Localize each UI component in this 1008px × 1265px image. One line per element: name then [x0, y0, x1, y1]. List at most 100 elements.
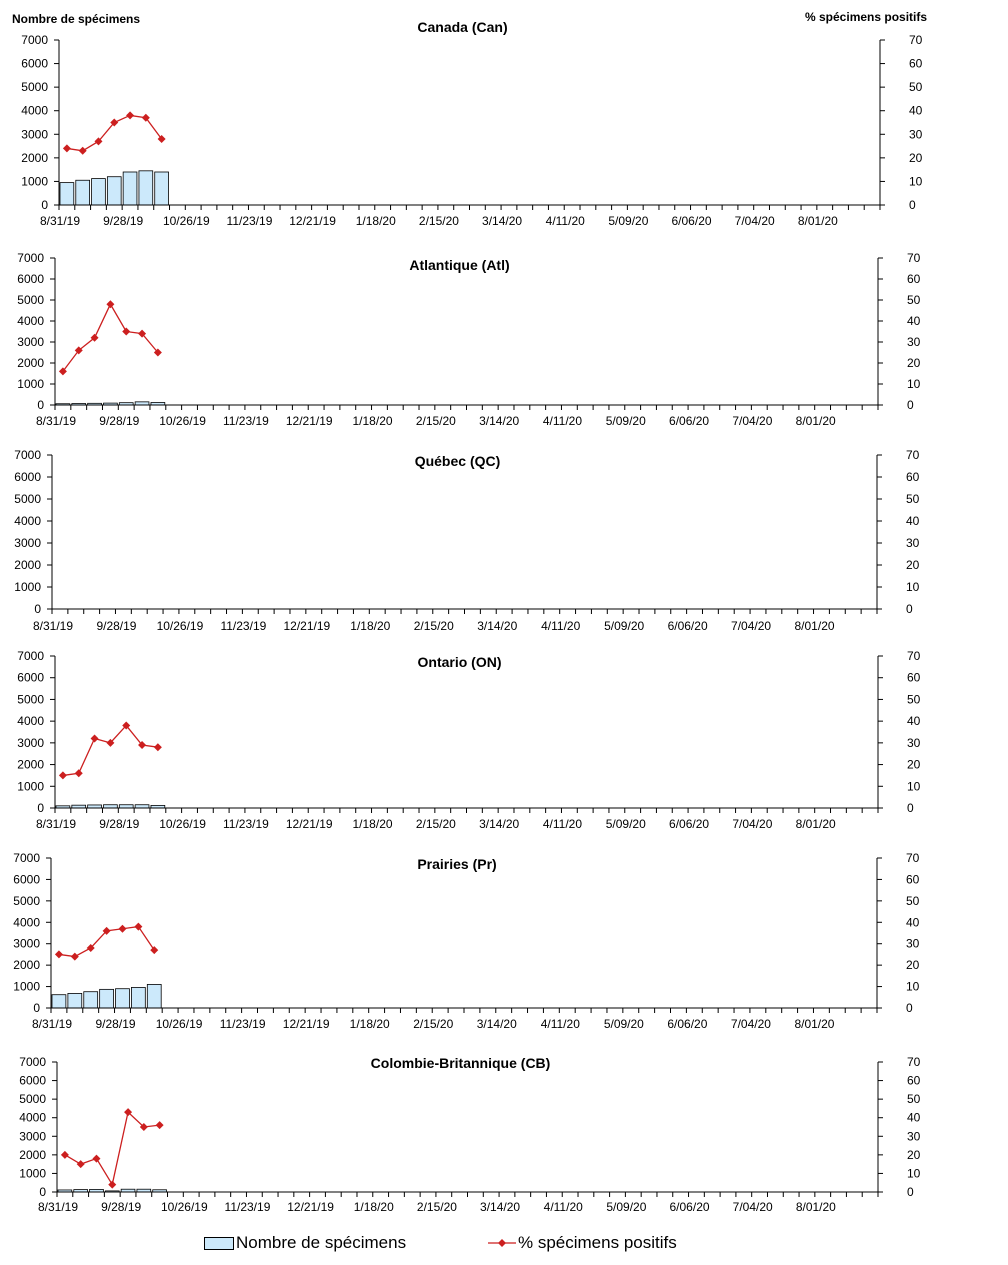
ytick-left-label-4-2: 2000: [13, 958, 40, 972]
ytick-left-label-4-1: 1000: [13, 980, 40, 994]
xtick-label-0-11: 7/04/20: [735, 214, 775, 228]
xtick-label-4-1: 9/28/19: [96, 1017, 136, 1031]
ytick-left-label-0-2: 2000: [21, 151, 48, 165]
xtick-label-5-2: 10/26/19: [161, 1200, 208, 1214]
xtick-label-3-6: 2/15/20: [416, 817, 456, 831]
xtick-label-4-5: 1/18/20: [350, 1017, 390, 1031]
xtick-label-5-11: 7/04/20: [733, 1200, 773, 1214]
ytick-right-label-3-2: 20: [907, 758, 921, 772]
xtick-label-5-4: 12/21/19: [287, 1200, 334, 1214]
bar-4-1: [67, 993, 83, 1009]
ytick-right-label-2-2: 20: [906, 558, 920, 572]
pct-point-5-1: [76, 1160, 85, 1169]
pct-point-4-5: [134, 922, 143, 931]
ytick-right-label-5-4: 40: [907, 1111, 921, 1125]
pct-point-5-6: [155, 1121, 164, 1130]
ytick-right-label-3-1: 10: [907, 779, 921, 793]
pct-point-1-1: [74, 346, 83, 355]
pct-point-4-2: [86, 944, 95, 952]
xtick-label-0-7: 3/14/20: [482, 214, 522, 228]
xtick-label-1-7: 3/14/20: [479, 414, 519, 428]
xtick-label-4-0: 8/31/19: [32, 1017, 72, 1031]
pct-point-1-0: [58, 367, 67, 376]
pct-point-1-6: [153, 348, 162, 357]
ytick-right-label-1-4: 40: [907, 314, 921, 328]
xtick-label-3-7: 3/14/20: [479, 817, 519, 831]
xtick-label-1-8: 4/11/20: [543, 414, 582, 428]
ytick-right-label-4-5: 50: [906, 894, 920, 908]
ytick-left-label-5-6: 6000: [19, 1074, 46, 1088]
xtick-label-2-9: 5/09/20: [604, 619, 644, 633]
ytick-left-label-0-1: 1000: [21, 174, 48, 188]
xtick-label-5-12: 8/01/20: [796, 1200, 836, 1214]
ytick-left-label-5-0: 0: [39, 1185, 46, 1199]
pct-point-3-0: [58, 771, 67, 780]
xtick-label-0-4: 12/21/19: [289, 214, 336, 228]
ytick-right-label-0-6: 60: [909, 57, 923, 71]
ytick-right-label-3-0: 0: [907, 801, 914, 815]
ytick-left-label-3-6: 6000: [17, 671, 44, 685]
pct-point-0-6: [157, 135, 166, 143]
ytick-left-label-5-4: 4000: [19, 1111, 46, 1125]
pct-point-1-5: [138, 329, 147, 338]
xtick-label-1-6: 2/15/20: [416, 414, 456, 428]
xtick-label-4-4: 12/21/19: [283, 1017, 330, 1031]
xtick-label-0-8: 4/11/20: [546, 214, 585, 228]
ytick-right-label-1-7: 70: [907, 251, 921, 265]
ytick-left-label-3-2: 2000: [17, 758, 44, 772]
ytick-right-label-4-2: 20: [906, 958, 920, 972]
ytick-right-label-1-1: 10: [907, 377, 921, 391]
pct-point-3-1: [74, 769, 83, 778]
pct-point-5-5: [139, 1123, 148, 1131]
xtick-label-0-5: 1/18/20: [356, 214, 396, 228]
ytick-right-label-0-0: 0: [909, 198, 916, 212]
ytick-right-label-4-3: 30: [906, 937, 920, 951]
pct-point-0-1: [78, 146, 87, 155]
ytick-left-label-3-4: 4000: [17, 714, 44, 728]
ytick-right-label-5-1: 10: [907, 1166, 921, 1180]
xtick-label-3-8: 4/11/20: [543, 817, 582, 831]
ytick-right-label-5-0: 0: [907, 1185, 914, 1199]
ytick-right-label-4-7: 70: [906, 851, 920, 865]
xtick-label-1-5: 1/18/20: [353, 414, 393, 428]
xtick-label-0-3: 11/23/19: [227, 214, 273, 228]
ytick-left-label-1-5: 5000: [17, 293, 44, 307]
ytick-right-label-0-4: 40: [909, 104, 923, 118]
xtick-label-4-6: 2/15/20: [413, 1017, 453, 1031]
pct-point-0-2: [94, 137, 103, 146]
legend-line-marker: [488, 1239, 516, 1247]
xtick-label-4-3: 11/23/19: [220, 1017, 266, 1031]
xtick-label-5-10: 6/06/20: [670, 1200, 710, 1214]
ytick-left-label-2-2: 2000: [14, 558, 41, 572]
left-axis-title: Nombre de spécimens: [12, 12, 141, 26]
bar-4-0: [51, 994, 67, 1009]
pct-point-4-1: [70, 952, 79, 961]
ytick-right-label-0-7: 70: [909, 33, 923, 47]
ytick-right-label-2-1: 10: [906, 580, 920, 594]
pct-point-4-0: [54, 950, 63, 959]
xtick-label-4-9: 5/09/20: [604, 1017, 644, 1031]
xtick-label-5-6: 2/15/20: [417, 1200, 457, 1214]
ytick-left-label-5-7: 7000: [19, 1055, 46, 1069]
xtick-label-0-6: 2/15/20: [419, 214, 459, 228]
xtick-label-1-10: 6/06/20: [669, 414, 709, 428]
xtick-label-4-7: 3/14/20: [477, 1017, 517, 1031]
ytick-left-label-3-0: 0: [37, 801, 44, 815]
xtick-label-5-0: 8/31/19: [38, 1200, 78, 1214]
xtick-label-2-10: 6/06/20: [668, 619, 708, 633]
ytick-left-label-0-7: 7000: [21, 33, 48, 47]
xtick-label-3-11: 7/04/20: [732, 817, 772, 831]
legend-bar-swatch: [204, 1236, 234, 1250]
pct-point-4-6: [150, 946, 159, 955]
ytick-left-label-1-6: 6000: [17, 272, 44, 286]
ytick-left-label-1-7: 7000: [17, 251, 44, 265]
xtick-label-1-3: 11/23/19: [223, 414, 269, 428]
ytick-right-label-5-6: 60: [907, 1074, 921, 1088]
xtick-label-5-7: 3/14/20: [480, 1200, 520, 1214]
xtick-label-3-1: 9/28/19: [99, 817, 139, 831]
xtick-label-2-6: 2/15/20: [414, 619, 454, 633]
ytick-left-label-0-0: 0: [41, 198, 48, 212]
bar-0-2: [91, 178, 106, 206]
xtick-label-2-7: 3/14/20: [477, 619, 517, 633]
ytick-left-label-2-1: 1000: [14, 580, 41, 594]
